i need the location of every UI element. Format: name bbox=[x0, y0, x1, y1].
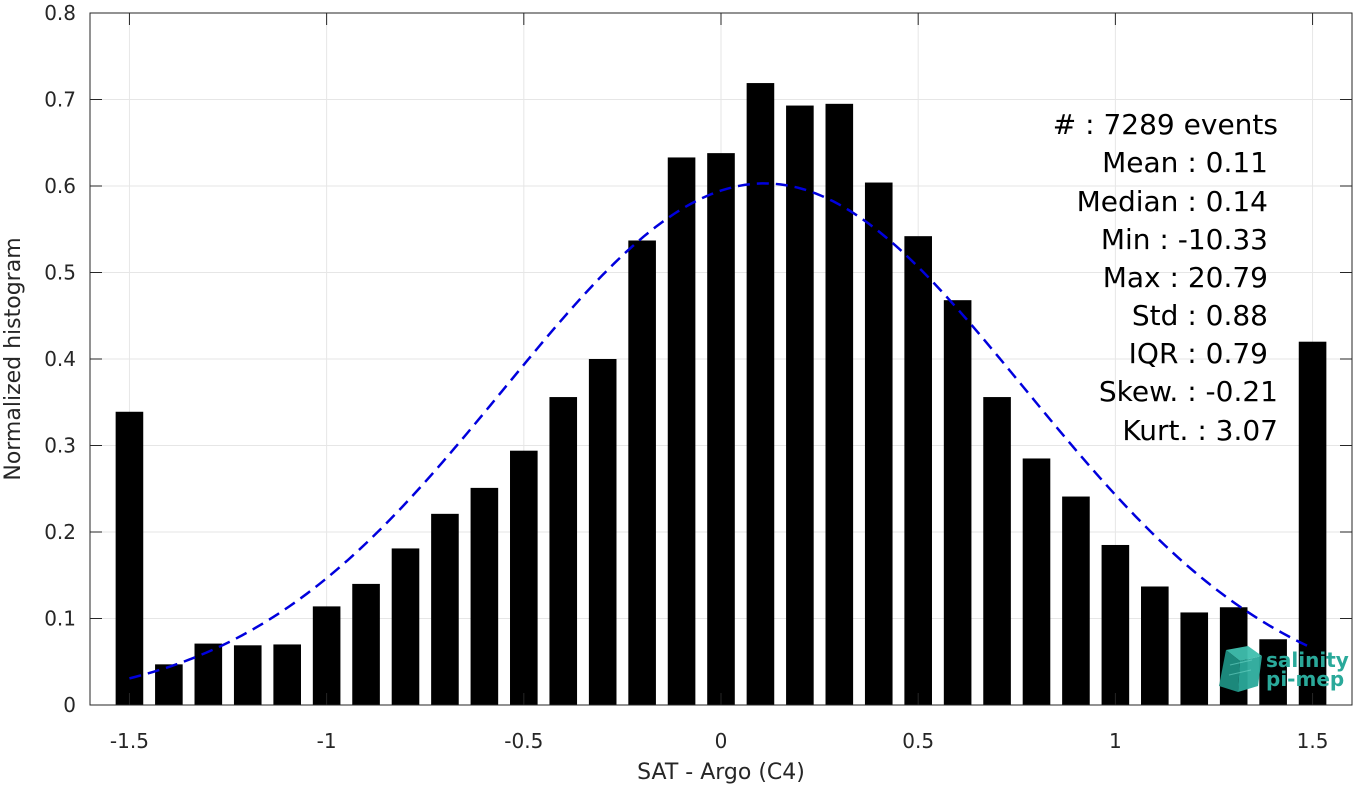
stats-line-events: # : 7289 events bbox=[1053, 108, 1278, 141]
stats-line-median: Median : 0.14 bbox=[1077, 185, 1268, 218]
x-tick-label: -1.5 bbox=[110, 729, 149, 753]
histogram-bar bbox=[1180, 612, 1209, 705]
y-tick-label: 0.6 bbox=[44, 174, 76, 198]
bars-layer bbox=[115, 83, 1327, 706]
histogram-bar bbox=[983, 397, 1011, 705]
histogram-bar bbox=[588, 359, 617, 705]
histogram-bar bbox=[628, 240, 656, 705]
x-axis-title: SAT - Argo (C4) bbox=[637, 760, 805, 785]
y-tick-label: 0.1 bbox=[44, 607, 76, 631]
y-tick-label: 0.3 bbox=[44, 434, 76, 458]
stats-line-kurt: Kurt. : 3.07 bbox=[1122, 414, 1278, 447]
stats-line-min: Min : -10.33 bbox=[1101, 223, 1268, 256]
tick-labels-layer: 0 0.1 0.2 0.3 0.4 0.5 0.6 0.7 0.8 -1.5 -1 -0.5 0 0.5 1… bbox=[44, 1, 1328, 753]
histogram-bar bbox=[115, 411, 144, 705]
histogram-bar bbox=[510, 450, 538, 705]
logo-text-salinity: salinity bbox=[1266, 648, 1349, 672]
histogram-bar bbox=[155, 664, 183, 705]
y-tick-label: 0.8 bbox=[44, 1, 76, 25]
histogram-bar bbox=[1259, 639, 1287, 705]
histogram-bar bbox=[825, 103, 854, 705]
histogram-bar bbox=[391, 548, 420, 705]
y-tick-label: 0.2 bbox=[44, 520, 76, 544]
histogram-bar bbox=[273, 644, 301, 705]
x-tick-label: 0.5 bbox=[902, 729, 934, 753]
y-tick-label: 0.4 bbox=[44, 347, 76, 371]
x-tick-label: 1.5 bbox=[1297, 729, 1329, 753]
histogram-bar bbox=[904, 236, 932, 706]
x-tick-label: 0 bbox=[715, 729, 728, 753]
y-tick-label: 0 bbox=[63, 693, 76, 717]
x-tick-label: 1 bbox=[1109, 729, 1122, 753]
stats-line-iqr: IQR : 0.79 bbox=[1129, 337, 1268, 370]
y-tick-label: 0.7 bbox=[44, 88, 76, 112]
histogram-bar bbox=[864, 182, 893, 706]
stats-line-std: Std : 0.88 bbox=[1132, 299, 1268, 332]
x-tick-label: -1 bbox=[317, 729, 337, 753]
cube-logo-icon bbox=[1219, 646, 1262, 692]
stats-line-skew: Skew. : -0.21 bbox=[1099, 375, 1278, 408]
gaussian-fit-line bbox=[129, 182, 1314, 680]
histogram-bar bbox=[312, 606, 341, 705]
histogram-bar bbox=[1062, 496, 1090, 705]
fit-layer bbox=[129, 182, 1314, 680]
histogram-bar bbox=[1022, 458, 1051, 705]
stats-line-max: Max : 20.79 bbox=[1103, 261, 1268, 294]
histogram-bar bbox=[1101, 544, 1130, 705]
histogram-bar bbox=[549, 397, 578, 705]
y-tick-label: 0.5 bbox=[44, 261, 76, 285]
histogram-bar bbox=[707, 153, 735, 705]
histogram-bar bbox=[194, 643, 223, 705]
histogram-bar bbox=[667, 157, 696, 705]
histogram-bar bbox=[233, 645, 262, 705]
histogram-bar bbox=[746, 83, 775, 705]
histogram-bar bbox=[431, 513, 459, 705]
y-axis-title: Normalized histogram bbox=[1, 237, 26, 480]
x-tick-label: -0.5 bbox=[504, 729, 543, 753]
axes-layer bbox=[89, 12, 1353, 706]
logo-text-pimep: pi-mep bbox=[1266, 667, 1344, 691]
histogram-bar bbox=[1141, 586, 1169, 705]
histogram-bar bbox=[470, 487, 499, 705]
histogram-bar bbox=[352, 583, 380, 705]
histogram-bar bbox=[786, 105, 814, 706]
salinity-pimep-logo: salinity pi-mep bbox=[1219, 646, 1349, 692]
histogram-bar bbox=[943, 300, 972, 705]
stats-line-mean: Mean : 0.11 bbox=[1102, 146, 1268, 179]
stats-box: # : 7289 events Mean : 0.11 Median : 0.1… bbox=[1053, 108, 1278, 447]
